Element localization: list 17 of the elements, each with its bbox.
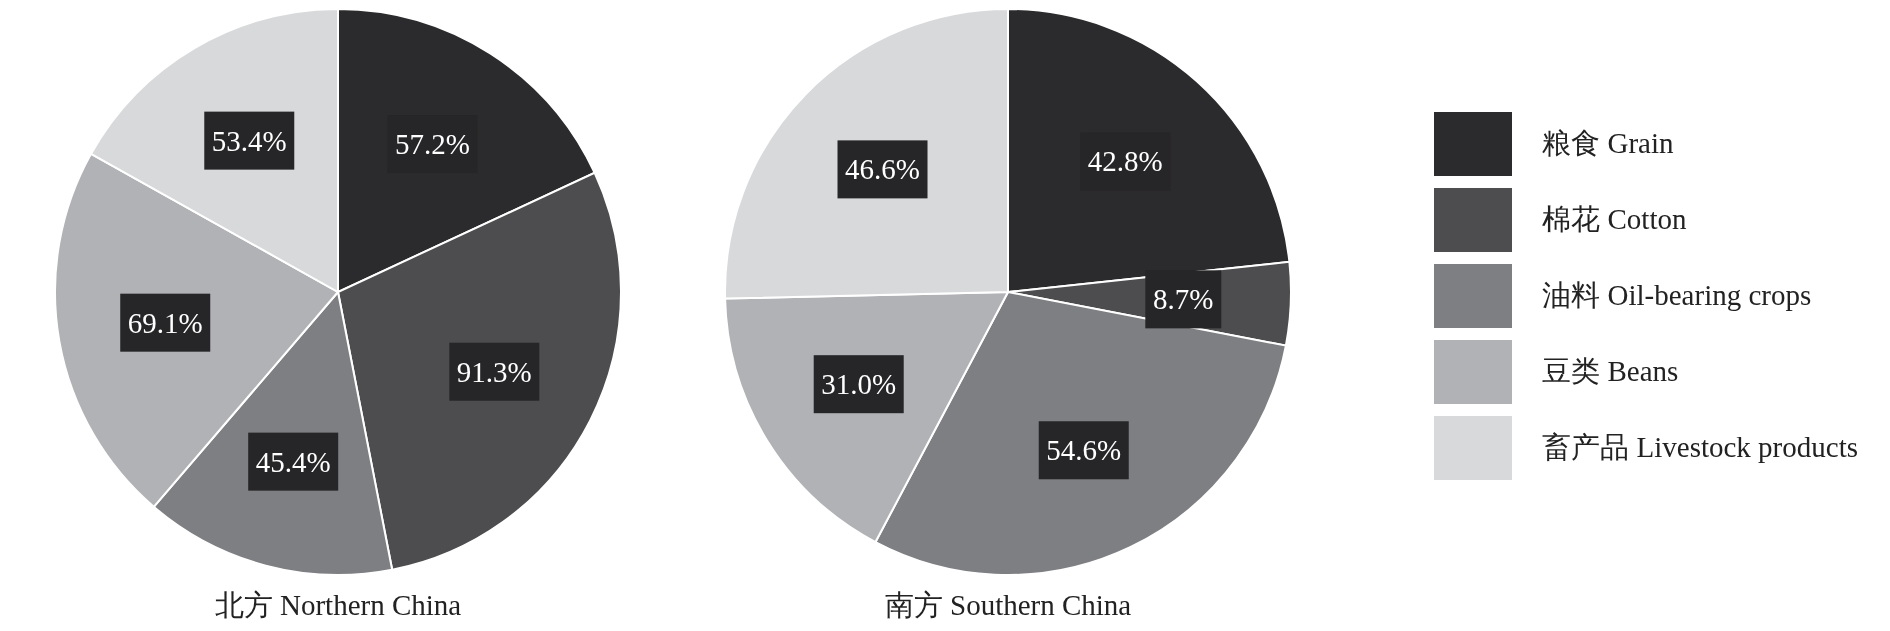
- legend-label: 棉花 Cotton: [1542, 201, 1687, 237]
- legend-label: 粮食 Grain: [1542, 125, 1674, 161]
- data-label: 69.1%: [127, 306, 203, 339]
- data-label: 8.7%: [1153, 283, 1214, 316]
- data-label: 42.8%: [1087, 145, 1163, 178]
- data-label: 91.3%: [456, 355, 532, 388]
- legend-label: 油料 Oil-bearing crops: [1542, 277, 1812, 313]
- data-label: 46.6%: [845, 153, 920, 186]
- data-label: 57.2%: [394, 128, 470, 161]
- text: 南方 Southern China: [883, 588, 1133, 623]
- data-label: 53.4%: [211, 124, 287, 157]
- data-label: 31.0%: [821, 368, 897, 401]
- legend-label: 畜产品 Livestock products: [1542, 429, 1858, 465]
- data-label: 45.4%: [255, 445, 331, 478]
- legend-label: 豆类 Beans: [1542, 353, 1679, 389]
- text: 北方 Northern China: [213, 588, 463, 623]
- data-label: 54.6%: [1046, 434, 1122, 467]
